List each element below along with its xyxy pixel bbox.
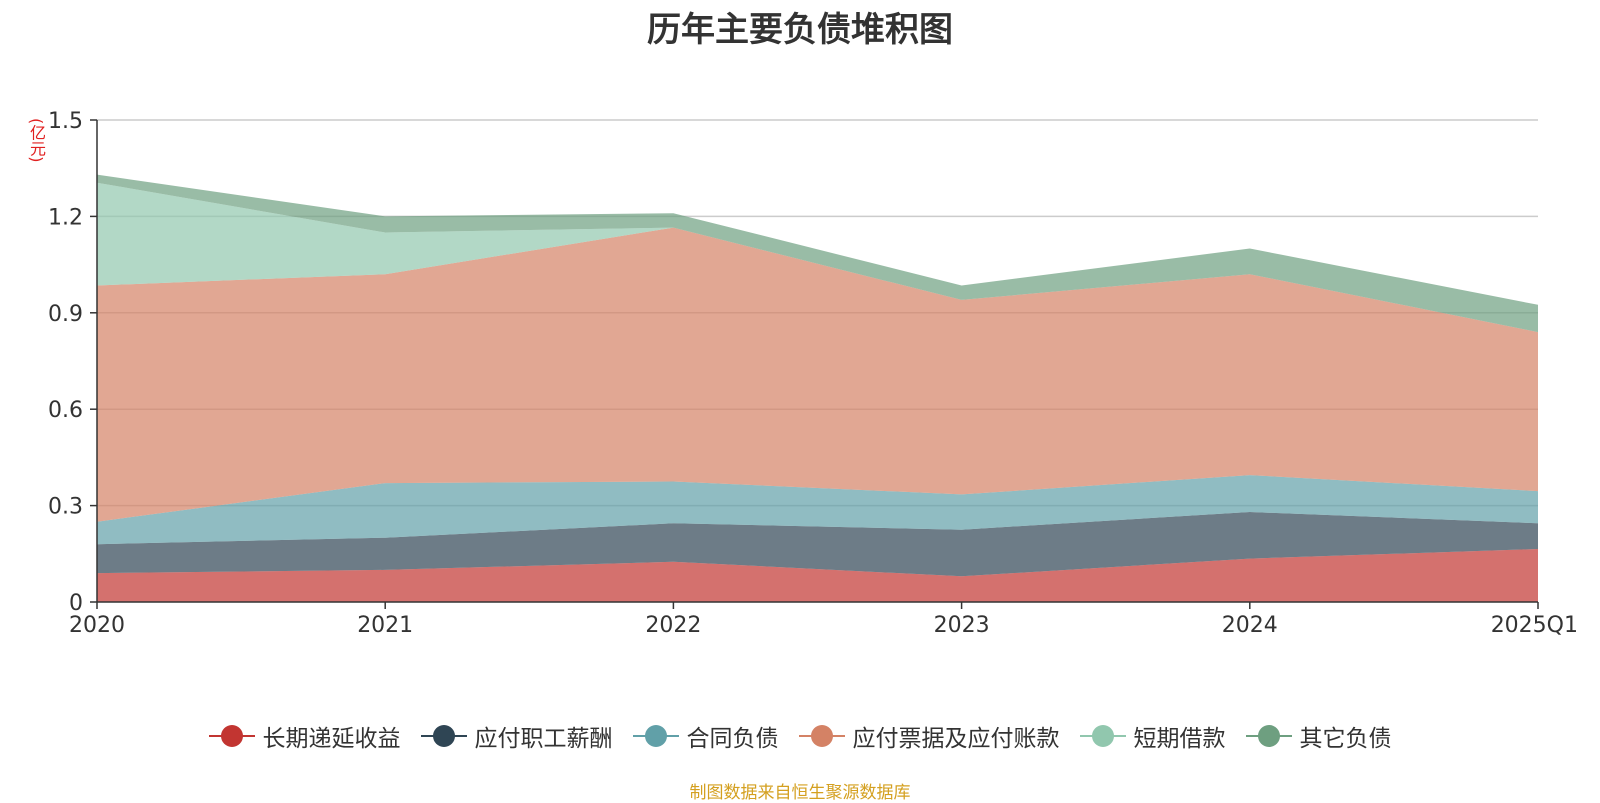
legend-item[interactable]: 长期递延收益 bbox=[208, 719, 401, 753]
legend-marker-icon bbox=[1245, 723, 1292, 749]
legend-item[interactable]: 合同负债 bbox=[632, 719, 779, 753]
x-tick-label: 2020 bbox=[69, 613, 125, 638]
legend-marker-icon bbox=[208, 723, 255, 749]
y-tick-label: 0.9 bbox=[48, 302, 83, 327]
data-source-note: 制图数据来自恒生聚源数据库 bbox=[689, 783, 911, 803]
area-3 bbox=[97, 475, 1538, 545]
legend-label: 短期借款 bbox=[1133, 726, 1226, 752]
chart-legend: 长期递延收益 应付职工薪酬 合同负债 应付票据及应付账款 短期借款 其它负债 bbox=[0, 716, 1600, 756]
x-tick-label: 2021 bbox=[357, 613, 413, 638]
x-tick-label: 2025Q1 bbox=[1491, 613, 1578, 638]
legend-item[interactable]: 其它负债 bbox=[1245, 719, 1392, 753]
legend-marker-icon bbox=[798, 723, 845, 749]
area-5 bbox=[97, 182, 1538, 333]
axes: 0 0.3 0.6 0.9 1.2 1.5 2020 2021 2022 2023 2024 2025… bbox=[48, 109, 1578, 638]
y-axis-unit: (亿元) bbox=[27, 118, 46, 163]
legend-item[interactable]: 应付职工薪酬 bbox=[420, 719, 613, 753]
x-tick-label: 2023 bbox=[934, 613, 990, 638]
y-tick-label: 0.6 bbox=[48, 398, 83, 423]
y-tick-label: 1.5 bbox=[48, 109, 83, 134]
legend-marker-icon bbox=[632, 723, 679, 749]
legend-item[interactable]: 短期借款 bbox=[1079, 719, 1226, 753]
y-tick-label: 0 bbox=[69, 591, 83, 616]
area-2 bbox=[97, 512, 1538, 577]
area-4 bbox=[97, 227, 1538, 522]
legend-label: 长期递延收益 bbox=[262, 726, 401, 752]
area-1 bbox=[97, 549, 1538, 602]
legend-marker-icon bbox=[420, 723, 467, 749]
area-6 bbox=[97, 174, 1538, 333]
legend-label: 应付职工薪酬 bbox=[474, 726, 613, 752]
legend-label: 其它负债 bbox=[1299, 726, 1392, 752]
x-tick-label: 2022 bbox=[645, 613, 701, 638]
y-tick-label: 0.3 bbox=[48, 495, 83, 520]
area-series bbox=[97, 174, 1538, 602]
legend-item[interactable]: 应付票据及应付账款 bbox=[798, 719, 1060, 753]
chart-title: 历年主要负债堆积图 bbox=[647, 10, 953, 50]
legend-marker-icon bbox=[1079, 723, 1126, 749]
legend-label: 应付票据及应付账款 bbox=[852, 726, 1060, 752]
x-tick-label: 2024 bbox=[1222, 613, 1278, 638]
y-tick-label: 1.2 bbox=[48, 205, 83, 230]
legend-label: 合同负债 bbox=[686, 726, 779, 752]
